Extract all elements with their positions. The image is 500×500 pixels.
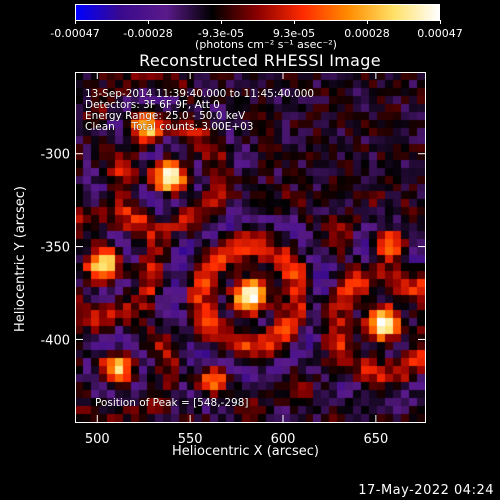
colorbar-gradient xyxy=(76,5,439,20)
colorbar xyxy=(75,4,440,21)
y-tick-label: -350 xyxy=(40,241,70,256)
colorbar-tick-mark xyxy=(440,20,441,24)
annotation-detectors: Detectors: 3F 6F 9F, Att 0 xyxy=(85,99,220,111)
footer-timestamp: 17-May-2022 04:24 xyxy=(358,483,494,498)
colorbar-tick-label: -9.3e-05 xyxy=(197,27,245,40)
x-tick-label: 500 xyxy=(85,432,110,447)
colorbar-tick-label: 0.00047 xyxy=(417,27,463,40)
y-axis-label: Heliocentric Y (arcsec) xyxy=(13,186,28,332)
colorbar-tick-label: -0.00047 xyxy=(50,27,100,40)
colorbar-tick-mark xyxy=(148,20,149,24)
colorbar-tick-mark xyxy=(294,20,295,24)
x-axis-label: Heliocentric X (arcsec) xyxy=(172,444,319,459)
colorbar-tick-label: 9.3e-05 xyxy=(272,27,316,40)
annotation-energy-range: Energy Range: 25.0 - 50.0 keV xyxy=(85,110,246,122)
plot-area: 13-Sep-2014 11:39:40.000 to 11:45:40.000… xyxy=(75,72,426,423)
colorbar-unit-label: (photons cm⁻² s⁻¹ asec⁻²) xyxy=(195,38,337,51)
y-tick-label: -300 xyxy=(40,148,70,163)
annotation-clean-counts: Clean Total counts: 3.00E+03 xyxy=(85,121,254,133)
colorbar-tick-label: 0.00028 xyxy=(344,27,390,40)
heatmap-image xyxy=(76,73,425,422)
colorbar-tick-mark xyxy=(367,20,368,24)
colorbar-tick-mark xyxy=(221,20,222,24)
colorbar-tick-label: -0.00028 xyxy=(123,27,173,40)
annotation-peak-position: Position of Peak = [548,-298] xyxy=(95,397,249,409)
y-tick-label: -400 xyxy=(40,333,70,348)
chart-title: Reconstructed RHESSI Image xyxy=(139,51,381,70)
colorbar-tick-mark xyxy=(75,20,76,24)
annotation-time-range: 13-Sep-2014 11:39:40.000 to 11:45:40.000 xyxy=(85,88,315,100)
x-tick-label: 650 xyxy=(363,432,388,447)
